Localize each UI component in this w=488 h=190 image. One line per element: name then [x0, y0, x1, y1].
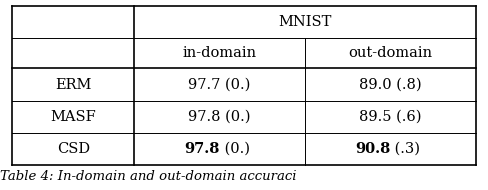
Text: MASF: MASF [50, 110, 96, 124]
Text: CSD: CSD [57, 142, 90, 156]
Text: 90.8: 90.8 [355, 142, 390, 156]
Text: 97.8: 97.8 [184, 142, 220, 156]
Text: (.3): (.3) [390, 142, 420, 156]
Text: out-domain: out-domain [348, 46, 432, 60]
Text: ERM: ERM [55, 78, 91, 92]
Text: Table 4: In-domain and out-domain accuraci: Table 4: In-domain and out-domain accura… [0, 170, 297, 183]
Text: 89.0 (.8): 89.0 (.8) [359, 78, 422, 92]
Text: (0.): (0.) [220, 142, 249, 156]
Text: 97.8 (0.): 97.8 (0.) [188, 110, 251, 124]
Text: 97.7 (0.): 97.7 (0.) [188, 78, 251, 92]
Text: MNIST: MNIST [278, 15, 332, 29]
Text: 89.5 (.6): 89.5 (.6) [359, 110, 422, 124]
Text: in-domain: in-domain [183, 46, 257, 60]
